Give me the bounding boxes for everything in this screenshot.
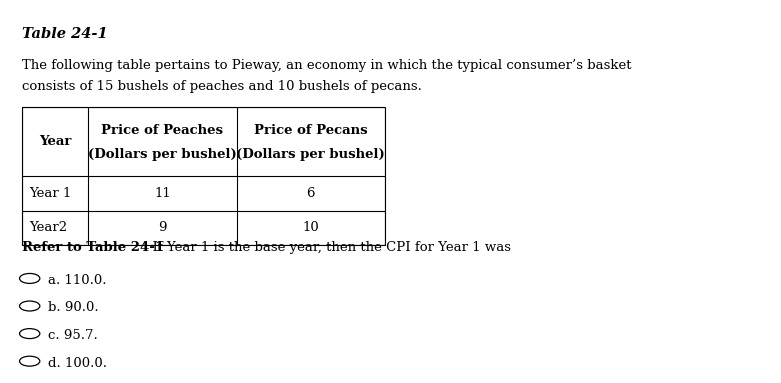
Text: c. 95.7.: c. 95.7. xyxy=(48,329,98,342)
Text: 9: 9 xyxy=(159,221,166,234)
Text: . If Year 1 is the base year, then the CPI for Year 1 was: . If Year 1 is the base year, then the C… xyxy=(144,241,512,254)
Text: 11: 11 xyxy=(154,187,171,200)
Text: consists of 15 bushels of peaches and 10 bushels of pecans.: consists of 15 bushels of peaches and 10… xyxy=(22,80,422,93)
Text: The following table pertains to Pieway, an economy in which the typical consumer: The following table pertains to Pieway, … xyxy=(22,59,631,72)
Text: a. 110.0.: a. 110.0. xyxy=(48,274,107,287)
Text: (Dollars per bushel): (Dollars per bushel) xyxy=(88,147,237,160)
Text: Table 24-1: Table 24-1 xyxy=(22,27,108,41)
Text: (Dollars per bushel): (Dollars per bushel) xyxy=(237,147,385,160)
Text: Refer to Table 24-1: Refer to Table 24-1 xyxy=(22,241,164,254)
Text: Year2: Year2 xyxy=(29,221,67,234)
Text: Price of Peaches: Price of Peaches xyxy=(102,124,223,137)
Text: 10: 10 xyxy=(302,221,319,234)
Text: d. 100.0.: d. 100.0. xyxy=(48,357,108,370)
Text: Year 1: Year 1 xyxy=(29,187,72,200)
Text: Price of Pecans: Price of Pecans xyxy=(254,124,368,137)
Text: Year: Year xyxy=(39,135,71,148)
Text: b. 90.0.: b. 90.0. xyxy=(48,301,99,314)
Text: 6: 6 xyxy=(307,187,315,200)
